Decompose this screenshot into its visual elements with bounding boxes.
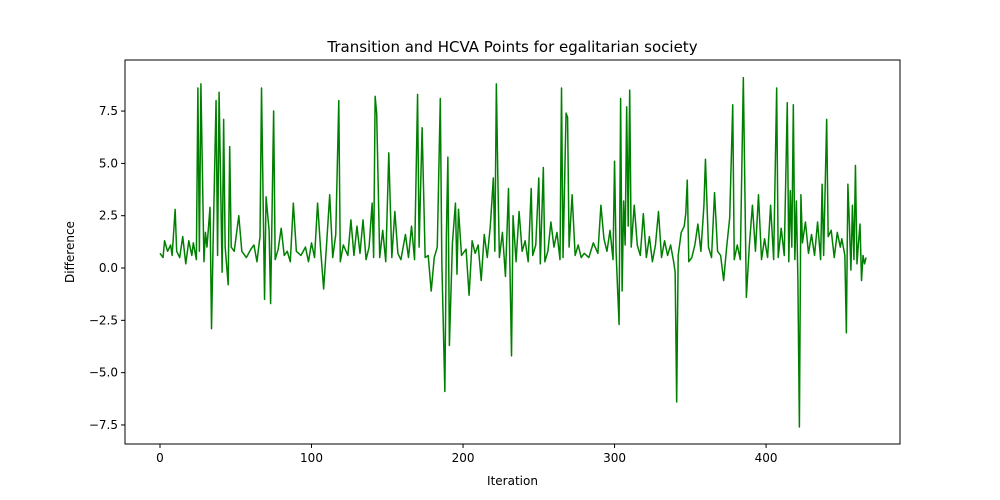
y-tick-label: 0.0 [99, 261, 118, 275]
data-line [159, 76, 867, 428]
y-tick-label: −7.5 [89, 418, 118, 432]
y-tick-label: −5.0 [89, 366, 118, 380]
y-axis-label: Difference [63, 221, 77, 283]
plot-frame [124, 59, 901, 445]
x-tick-label: 0 [156, 451, 164, 465]
x-tick-label: 400 [755, 451, 778, 465]
y-tick-label: 7.5 [99, 104, 118, 118]
x-tick-label: 200 [452, 451, 475, 465]
chart-title: Transition and HCVA Points for egalitari… [326, 38, 697, 56]
x-axis-label: Iteration [487, 474, 538, 488]
x-tick-label: 100 [300, 451, 323, 465]
y-tick-label: −2.5 [89, 313, 118, 327]
x-tick-label: 300 [603, 451, 626, 465]
y-tick-label: 2.5 [99, 209, 118, 223]
y-tick-label: 5.0 [99, 156, 118, 170]
